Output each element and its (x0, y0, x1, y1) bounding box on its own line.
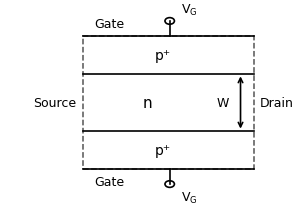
Text: Source: Source (34, 97, 77, 109)
Text: p⁺: p⁺ (154, 143, 170, 157)
Text: G: G (189, 8, 196, 17)
Text: Drain: Drain (260, 97, 293, 109)
Text: n: n (143, 96, 152, 110)
Text: p⁺: p⁺ (154, 49, 170, 63)
Text: Gate: Gate (94, 175, 124, 188)
Text: G: G (189, 195, 196, 204)
Text: W: W (216, 97, 229, 109)
Text: V: V (182, 3, 190, 16)
Text: Gate: Gate (94, 18, 124, 31)
Text: V: V (182, 190, 190, 202)
